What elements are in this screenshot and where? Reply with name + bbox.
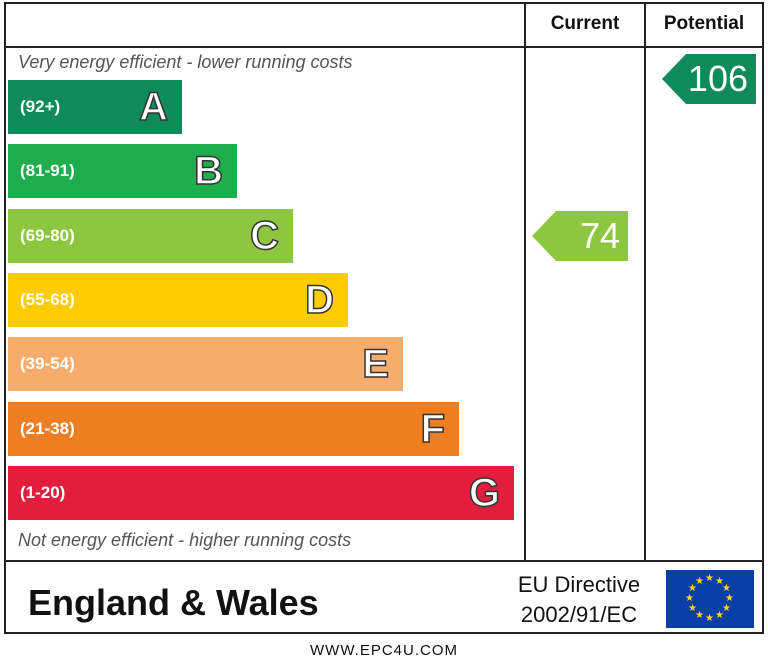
band-range-b: (81-91) — [20, 161, 75, 180]
eu-star-icon: ★ — [705, 573, 714, 584]
band-letter-e: E — [362, 341, 390, 387]
region-title: England & Wales — [28, 582, 319, 623]
band-range-g: (1-20) — [20, 483, 66, 502]
current-rating-arrow: 74 — [532, 211, 628, 261]
header-underline — [6, 46, 762, 48]
bottom-note: Not energy efficient - higher running co… — [18, 530, 352, 550]
band-c: (69-80) C — [8, 209, 293, 263]
eu-star-icon: ★ — [688, 583, 697, 594]
band-range-e: (39-54) — [20, 354, 75, 373]
band-a: (92+) A — [8, 80, 182, 134]
band-range-c: (69-80) — [20, 226, 75, 245]
band-range-a: (92+) — [20, 97, 61, 116]
band-letter-f: F — [420, 406, 446, 452]
eu-star-icon: ★ — [705, 613, 714, 624]
website-url: WWW.EPC4U.COM — [310, 642, 458, 659]
band-letter-c: C — [249, 213, 279, 259]
epc-chart: Current Potential Very energy efficient … — [4, 2, 764, 634]
eu-star-icon: ★ — [695, 576, 704, 587]
band-letter-b: B — [193, 148, 223, 194]
band-letter-g: G — [468, 470, 501, 516]
potential-rating-arrow: 106 — [662, 54, 756, 104]
eu-star-icon: ★ — [685, 593, 694, 604]
potential-column-header: Potential — [663, 13, 745, 34]
footer-separator — [6, 560, 762, 562]
eu-flag-icon: ★ ★ ★ ★ ★ ★ ★ ★ ★ ★ ★ ★ — [666, 570, 754, 628]
directive-line-1: EU Directive — [517, 572, 641, 597]
eu-directive: EU Directive 2002/91/EC — [504, 570, 654, 630]
band-letter-d: D — [304, 277, 334, 323]
eu-star-icon: ★ — [722, 583, 731, 594]
directive-line-2: 2002/91/EC — [520, 602, 638, 627]
band-letter-a: A — [138, 84, 168, 130]
eu-star-icon: ★ — [715, 610, 724, 621]
band-b: (81-91) B — [8, 144, 237, 198]
eu-star-icon: ★ — [725, 593, 734, 604]
band-range-d: (55-68) — [20, 290, 75, 309]
top-note: Very energy efficient - lower running co… — [18, 52, 353, 72]
band-d: (55-68) D — [8, 273, 348, 327]
divider-potential — [644, 4, 646, 562]
eu-star-icon: ★ — [715, 576, 724, 587]
divider-current — [524, 4, 526, 562]
eu-star-icon: ★ — [695, 610, 704, 621]
band-f: (21-38) F — [8, 402, 459, 456]
eu-star-icon: ★ — [688, 603, 697, 614]
current-column-header: Current — [550, 13, 620, 34]
eu-star-icon: ★ — [722, 603, 731, 614]
band-g: (1-20) G — [8, 466, 514, 520]
band-range-f: (21-38) — [20, 419, 75, 438]
band-e: (39-54) E — [8, 337, 403, 391]
